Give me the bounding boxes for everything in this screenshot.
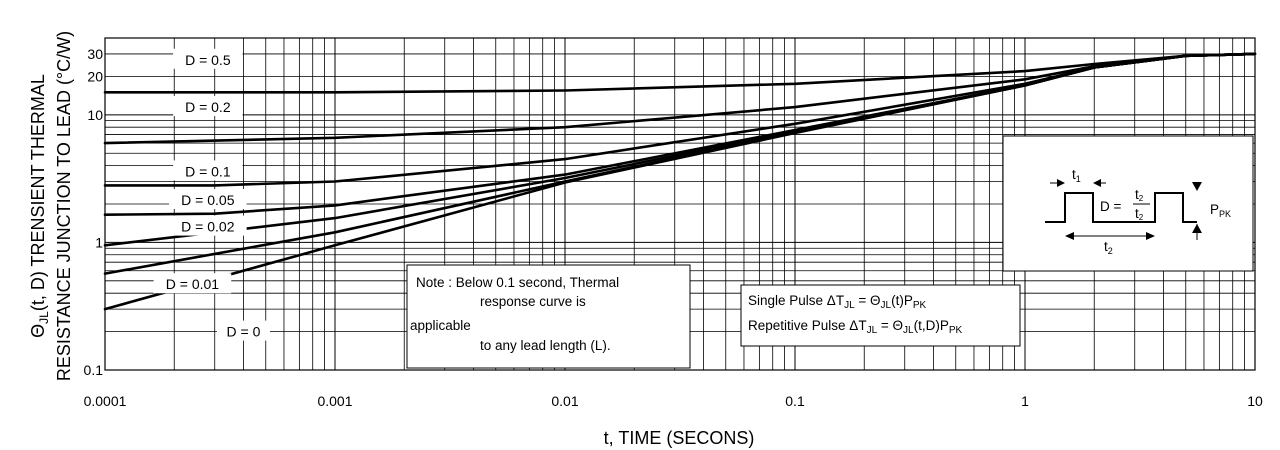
fraction-numerator: t2: [1135, 187, 1144, 203]
series-label-bg: [169, 188, 247, 209]
repetitive-pulse-formula: Repetitive Pulse ΔTJL = ΘJL(t,D)PPK: [748, 318, 963, 336]
pulse-waveform: [1045, 192, 1197, 223]
t1-label: t1: [1072, 167, 1081, 184]
y-axis-label-line-2: RESISTANCE JUNCTION TO LEAD (°C/W): [54, 31, 74, 381]
series-line: [103, 52, 1257, 311]
y-tick-label: 10: [87, 107, 103, 123]
series-label-bg: [169, 215, 247, 236]
y-axis-label-line-1: ΘJL(t, D) TRENSIENT THERMAL: [28, 74, 51, 338]
x-axis-label: t, TIME (SECONS): [604, 428, 755, 448]
series-label-bg: [216, 320, 270, 341]
duty-formula-label: D =: [1100, 199, 1122, 214]
series-label-bg: [173, 48, 243, 69]
note-line-2: response curve is: [480, 294, 586, 309]
x-tick-label: 10: [1247, 393, 1263, 409]
series-line: [103, 52, 1257, 145]
y-tick-label: 20: [87, 68, 103, 84]
single-pulse-formula: Single Pulse ΔTJL = ΘJL(t)PPK: [748, 293, 926, 311]
x-tick-label: 1: [1021, 393, 1029, 409]
x-tick-label: 0.01: [551, 393, 578, 409]
series-label: D = 0.2: [185, 99, 231, 115]
ppk-label: PPK: [1210, 202, 1231, 219]
note-line-4: to any lead length (L).: [480, 338, 611, 353]
y-tick-label: 30: [87, 46, 103, 62]
tick-labels: 0.0001 0.001 0.01 0.1 1 10 0.1 1 10 20 30: [84, 46, 1263, 409]
series-label: D = 0: [227, 324, 261, 340]
series-label: D = 0.01: [166, 276, 220, 292]
series-label: D = 0.05: [181, 192, 235, 208]
formula-box: Single Pulse ΔTJL = ΘJL(t)PPK Repetitive…: [740, 284, 1021, 347]
series-label-bg: [173, 160, 243, 181]
series-label-bg: [153, 273, 232, 294]
x-tick-label: 0.1: [785, 393, 805, 409]
series-label: D = 0.02: [181, 219, 235, 235]
curves: [103, 52, 1257, 311]
plot-frame: [104, 37, 1256, 371]
pulse-diagram-inset: t1 t2 D = t2 t2 PPK: [1002, 135, 1254, 272]
note-line-3: applicable: [410, 318, 471, 333]
series-label: D = 0.1: [185, 163, 231, 179]
series-line: [103, 52, 1257, 94]
x-tick-label: 0.0001: [84, 393, 127, 409]
series-label: D = 0.5: [185, 52, 231, 68]
x-tick-label: 0.001: [317, 393, 352, 409]
fraction-denominator: t2: [1135, 206, 1144, 222]
series-label-bg: [173, 96, 243, 117]
series-labels: D = 0.5 D = 0.2 D = 0.1 D = 0.05 D = 0.02 D =…: [153, 48, 270, 341]
t2-label: t2: [1104, 239, 1113, 256]
note-box: Note : Below 0.1 second, Thermal respons…: [406, 264, 691, 369]
y-tick-label: 0.1: [84, 362, 104, 378]
y-tick-label: 1: [95, 234, 103, 250]
note-line-1: Note : Below 0.1 second, Thermal: [416, 275, 619, 290]
